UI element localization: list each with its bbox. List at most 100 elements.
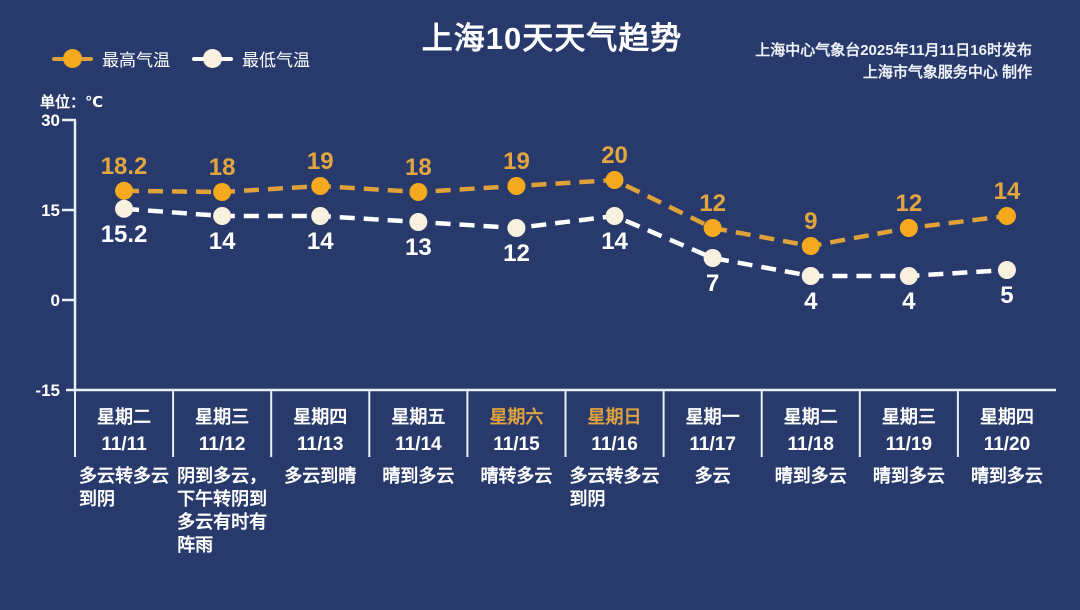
high-temp-value: 19 [307, 148, 334, 175]
legend: 最高气温 最低气温 [52, 46, 310, 71]
weather-text: 晴到多云 [970, 466, 1043, 486]
low-temp-value: 12 [503, 240, 530, 267]
high-temp-value: 14 [994, 178, 1021, 205]
page-title: 上海10天天气趋势 [421, 21, 683, 56]
date-label: 11/14 [395, 434, 442, 455]
day-column: 星期三 11/19 晴到多云 [860, 398, 958, 488]
high-temp-point [311, 177, 330, 195]
weather-text: 多云到晴 [284, 466, 357, 486]
high-temp-point [409, 183, 428, 201]
day-column: 星期四 11/20 晴到多云 [958, 398, 1056, 488]
low-temp-point [507, 219, 526, 237]
weather-text: 阴到多云， 下午转阴到 多云有时有 阵雨 [177, 466, 268, 555]
day-column: 星期五 11/14 晴到多云 [369, 398, 467, 488]
weather-text: 多云转多云 到阴 [79, 466, 170, 509]
source-line-1: 上海中心气象台2025年11月11日16时发布 [755, 42, 1032, 59]
date-label: 11/16 [591, 434, 638, 455]
low-temp-point [899, 267, 918, 285]
low-temp-value: 5 [1000, 282, 1013, 309]
weather-text: 晴到多云 [774, 466, 847, 486]
high-temp-point [507, 177, 526, 195]
high-temp-point [605, 171, 624, 189]
high-temp-point [213, 183, 232, 201]
y-tick-label: 30 [41, 111, 60, 130]
low-temp-value: 7 [706, 270, 719, 297]
high-temp-value: 20 [601, 142, 628, 169]
legend-item-low-temp: 最低气温 [192, 46, 310, 71]
source-info: 上海中心气象台2025年11月11日16时发布 上海市气象服务中心 制作 [755, 40, 1032, 84]
high-temp-value: 9 [804, 208, 817, 235]
unit-label: 单位：℃ [40, 94, 104, 111]
day-column: 星期二 11/11 多云转多云 到阴 [75, 398, 173, 511]
weekday-label: 星期三 [195, 407, 250, 427]
low-temp-point [115, 199, 134, 218]
low-temp-value: 14 [209, 228, 236, 255]
high-temp-value: 12 [699, 190, 726, 217]
weather-text: 多云转多云 到阴 [569, 466, 660, 509]
weekday-label: 星期六 [489, 407, 544, 427]
low-temp-point [703, 249, 722, 267]
low-temp-point [213, 207, 232, 225]
low-temp-point [409, 213, 428, 231]
high-temp-value: 18 [209, 154, 236, 181]
low-temp-line [123, 206, 1008, 279]
low-temp-point [997, 261, 1016, 279]
high-temp-value: 19 [503, 148, 530, 175]
day-column: 星期二 11/18 晴到多云 [762, 398, 860, 488]
low-temp-value: 4 [902, 288, 916, 315]
y-tick-label: 0 [51, 291, 60, 310]
day-column: 星期一 11/17 多云 [664, 398, 762, 488]
day-column: 星期三 11/12 阴到多云， 下午转阴到 多云有时有 阵雨 [173, 398, 271, 557]
high-temp-point [703, 219, 722, 237]
weekday-label: 星期二 [97, 407, 152, 427]
weekday-label: 星期二 [783, 407, 838, 427]
date-label: 11/13 [296, 434, 344, 455]
legend-label-low-temp: 最低气温 [242, 51, 310, 70]
low-temp-point [605, 207, 624, 225]
weekday-label: 星期日 [587, 407, 642, 427]
weekday-label: 星期四 [979, 407, 1034, 427]
date-label: 11/18 [787, 434, 834, 455]
high-temp-value: 18 [405, 154, 432, 181]
high-temp-value: 12 [895, 190, 922, 217]
weather-text: 多云 [694, 466, 731, 486]
date-label: 11/15 [493, 434, 540, 455]
day-column: 星期四 11/13 多云到晴 [271, 398, 369, 488]
high-temp-point [801, 237, 820, 255]
y-tick-label: 15 [41, 201, 60, 220]
weekday-label: 星期一 [685, 407, 740, 427]
date-label: 11/12 [198, 434, 246, 455]
date-label: 11/17 [689, 434, 736, 455]
low-temp-value: 13 [405, 234, 432, 261]
high-temp-value: 18.2 [101, 153, 148, 180]
high-temp-legend-marker-icon [52, 49, 93, 68]
weekday-label: 星期四 [293, 407, 348, 427]
legend-label-high-temp: 最高气温 [102, 51, 170, 70]
day-column: 星期六 11/15 晴转多云 [467, 398, 565, 488]
low-temp-point [311, 207, 330, 225]
high-temp-point [115, 181, 134, 200]
date-label: 11/11 [101, 434, 147, 455]
high-temp-point [899, 219, 918, 237]
date-label: 11/20 [983, 434, 1031, 455]
weather-text: 晴到多云 [382, 466, 455, 486]
legend-item-high-temp: 最高气温 [52, 46, 170, 71]
low-temp-legend-marker-icon [192, 49, 233, 68]
low-temp-value: 4 [804, 288, 818, 315]
date-label: 11/19 [885, 434, 933, 455]
weekday-label: 星期三 [881, 407, 936, 427]
high-temp-line [124, 177, 1008, 249]
high-temp-point [997, 207, 1016, 225]
low-temp-point [801, 267, 820, 285]
day-column: 星期日 11/16 多云转多云 到阴 [566, 398, 664, 511]
y-tick-label: -15 [35, 381, 60, 400]
low-temp-value: 14 [307, 228, 334, 255]
low-temp-value: 15.2 [101, 221, 148, 248]
source-line-2: 上海市气象服务中心 制作 [862, 64, 1032, 81]
low-temp-value: 14 [601, 228, 628, 255]
weather-text: 晴转多云 [480, 466, 553, 486]
weather-text: 晴到多云 [872, 466, 945, 486]
